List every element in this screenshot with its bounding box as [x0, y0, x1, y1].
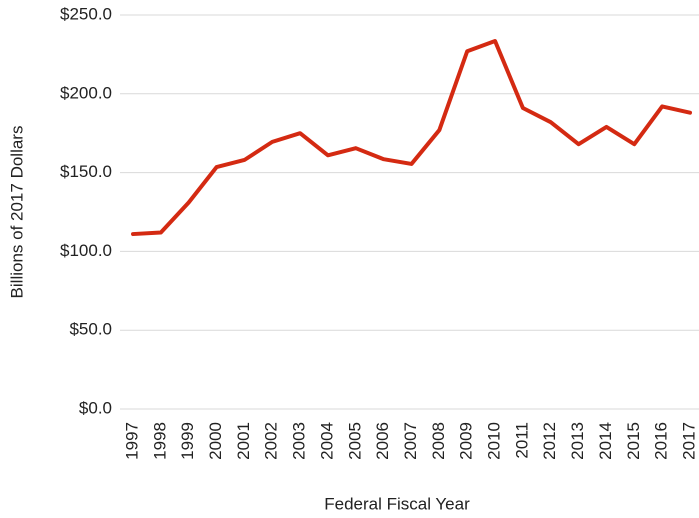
x-tick-label: 2008 [429, 422, 448, 460]
y-tick-label: $150.0 [60, 162, 112, 181]
data-line [131, 39, 692, 237]
x-tick-label: 2002 [262, 422, 281, 460]
x-axis-title: Federal Fiscal Year [324, 494, 470, 513]
x-tick-label: 2013 [568, 422, 587, 460]
y-tick-label: $100.0 [60, 241, 112, 260]
x-tick-label: 2009 [457, 422, 476, 460]
x-tick-label: 2012 [540, 422, 559, 460]
x-tick-label: 2015 [624, 422, 643, 460]
x-tick-label: 2016 [652, 422, 671, 460]
x-tick-label: 2001 [234, 422, 253, 460]
x-tick-label: 2014 [596, 422, 615, 460]
y-tick-label: $200.0 [60, 83, 112, 102]
x-tick-label: 2000 [206, 422, 225, 460]
x-tick-label: 2007 [401, 422, 420, 460]
x-tick-label: 1998 [150, 422, 169, 460]
y-axis-title: Billions of 2017 Dollars [7, 126, 26, 299]
x-tick-label: 2017 [679, 422, 698, 460]
x-tick-label: 2010 [485, 422, 504, 460]
x-tick-label: 2006 [373, 422, 392, 460]
x-tick-label: 2005 [345, 422, 364, 460]
y-tick-label: $250.0 [60, 4, 112, 23]
y-tick-label: $0.0 [79, 398, 112, 417]
y-tick-label: $50.0 [69, 320, 112, 339]
x-tick-label: 2003 [290, 422, 309, 460]
x-tick-label: 2004 [317, 422, 336, 460]
x-tick-label: 2011 [512, 422, 531, 459]
x-tick-label: 1999 [178, 422, 197, 460]
x-tick-label: 1997 [122, 422, 141, 460]
